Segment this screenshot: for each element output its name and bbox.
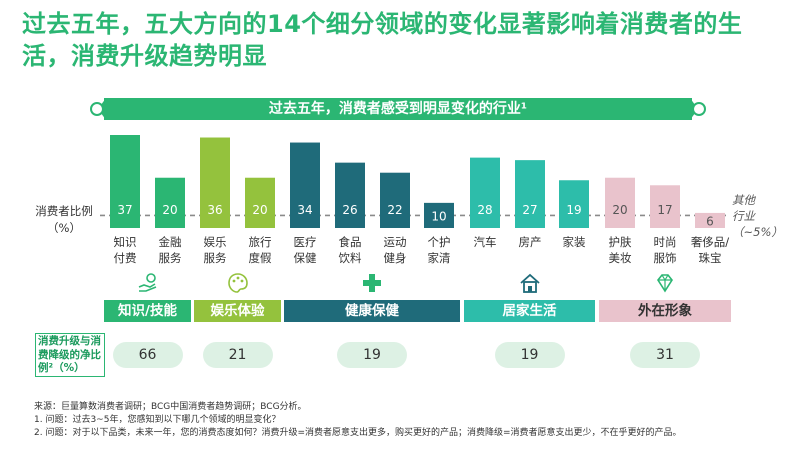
bar-value-12: 17 <box>657 203 672 217</box>
banner-title: 过去五年，消费者感受到明显变化的行业¹ <box>268 101 528 117</box>
group-label-2: 健康保健 <box>284 300 460 322</box>
group-label-3: 居家生活 <box>464 300 595 322</box>
category-label-4: 医疗 保健 <box>293 235 317 265</box>
category-label-5: 食品 饮料 <box>338 235 362 265</box>
footnote-source: 来源：巨量算数消费者调研；BCG中国消费者趋势调研；BCG分析。 <box>34 402 307 412</box>
bar-3 <box>245 177 275 228</box>
category-label-6: 运动 健身 <box>383 235 407 265</box>
diamond-icon <box>654 272 676 294</box>
group-label-4: 外在形象 <box>599 300 731 322</box>
bar-12 <box>650 185 680 228</box>
medical-cross-icon <box>361 272 383 294</box>
category-label-1: 金融 服务 <box>158 235 182 265</box>
footnote-2: 2. 问题：对于以下品类，未来一年，您的消费态度如何？消费升级=消费者愿意支出更… <box>34 428 682 438</box>
group-label-0: 知识/技能 <box>104 300 191 322</box>
bar-value-8: 28 <box>477 203 492 217</box>
y-axis-label: 消费者比例 （%） <box>35 204 93 235</box>
category-label-9: 房产 <box>518 235 542 249</box>
category-label-11: 护肤 美妆 <box>608 235 632 265</box>
net-ratio-4: 31 <box>630 342 700 368</box>
bar-11 <box>605 177 635 228</box>
bar-value-4: 34 <box>297 203 312 217</box>
bar-value-6: 22 <box>387 203 402 217</box>
bar-value-13: 6 <box>706 214 714 228</box>
bar-value-5: 26 <box>342 203 357 217</box>
house-icon <box>519 272 541 294</box>
bar-value-0: 37 <box>117 203 132 217</box>
hand-coin-icon <box>137 272 159 294</box>
category-label-10: 家装 <box>562 235 586 249</box>
bar-7 <box>424 202 454 228</box>
category-label-13: 奢侈品/ 珠宝 <box>690 235 730 265</box>
category-label-3: 旅行 度假 <box>248 235 272 265</box>
bar-9 <box>515 160 545 228</box>
bar-value-1: 20 <box>162 203 177 217</box>
bar-6 <box>380 172 410 228</box>
bar-5 <box>335 162 365 228</box>
net-ratio-2: 19 <box>337 342 407 368</box>
net-ratio-3: 19 <box>494 342 565 368</box>
bar-8 <box>470 157 500 228</box>
bar-2 <box>200 137 230 228</box>
bar-13 <box>695 212 725 228</box>
bar-0 <box>110 135 140 228</box>
footnote-1: 1. 问题：过去3~5年，您感知到以下哪几个领域的明显变化？ <box>34 415 281 425</box>
category-label-12: 时尚 服饰 <box>653 235 677 265</box>
net-ratio-label: 消费升级与消费降级的净比例²（%） <box>35 333 105 377</box>
bar-value-10: 19 <box>566 203 581 217</box>
bar-10 <box>559 180 589 228</box>
net-ratio-0: 66 <box>112 342 183 368</box>
group-label-1: 娱乐体验 <box>194 300 281 322</box>
footnotes: 来源：巨量算数消费者调研；BCG中国消费者趋势调研；BCG分析。 1. 问题：过… <box>34 401 794 440</box>
bar-value-11: 20 <box>612 203 627 217</box>
bar-4 <box>290 142 320 228</box>
reference-line-label: 其他 行业 （~5%） <box>732 193 783 239</box>
bar-value-7: 10 <box>431 209 446 223</box>
bar-value-2: 36 <box>207 203 222 217</box>
category-label-2: 娱乐 服务 <box>203 235 227 265</box>
category-label-0: 知识 付费 <box>113 235 137 265</box>
page-title: 过去五年，五大方向的14个细分领域的变化显著影响着消费者的生活，消费升级趋势明显 <box>22 10 743 70</box>
chart-banner: 过去五年，消费者感受到明显变化的行业¹ <box>90 96 706 122</box>
bar-value-3: 20 <box>252 203 267 217</box>
bar-1 <box>155 177 185 228</box>
bar-value-9: 27 <box>522 203 537 217</box>
category-label-7: 个护 家清 <box>427 235 451 265</box>
category-label-8: 汽车 <box>473 235 497 249</box>
palette-icon <box>227 272 249 294</box>
net-ratio-1: 21 <box>202 342 273 368</box>
